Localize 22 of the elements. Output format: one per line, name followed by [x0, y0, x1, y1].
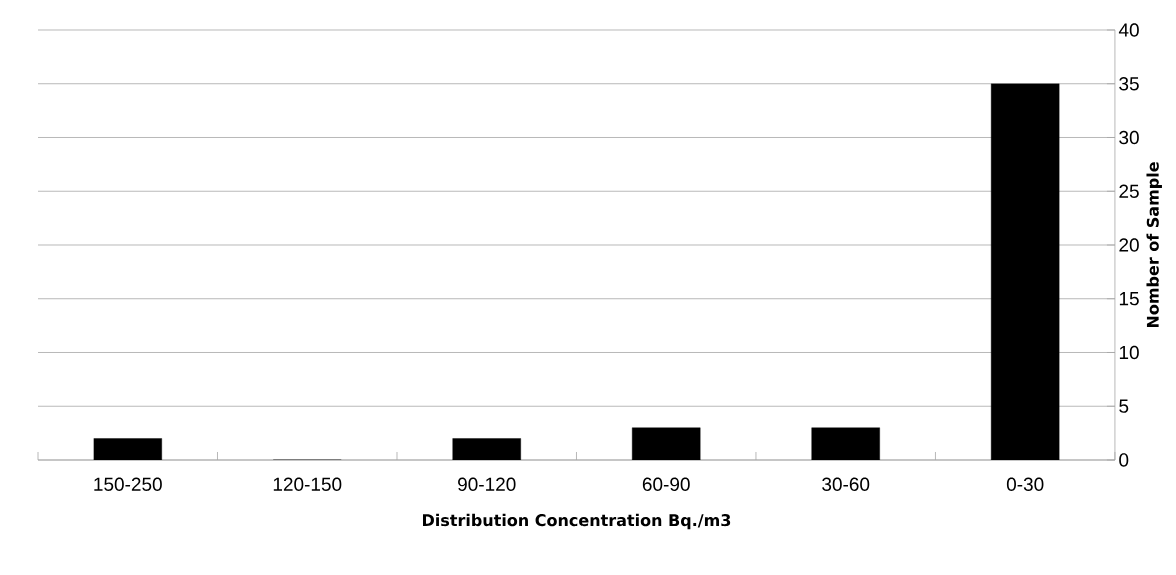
bar: [93, 438, 162, 460]
bar: [811, 427, 880, 460]
y-tick-label: 5: [1119, 399, 1129, 413]
y-tick-label: 0: [1119, 453, 1129, 467]
y-axis-title: Nomber of Sample: [1146, 162, 1162, 328]
bar: [452, 438, 521, 460]
y-tick-label: 35: [1119, 77, 1139, 91]
bar: [990, 83, 1060, 460]
y-tick-label: 25: [1119, 184, 1139, 198]
x-tick-label: 30-60: [822, 477, 870, 491]
x-tick-label: 90-120: [458, 477, 516, 491]
x-tick-label: 0-30: [1006, 477, 1044, 491]
bar: [632, 427, 701, 460]
y-tick-label: 40: [1118, 23, 1139, 37]
y-tick-label: 30: [1119, 130, 1139, 145]
x-tick-label: 120-150: [273, 477, 342, 491]
y-tick-label: 15: [1119, 292, 1139, 306]
y-tick-label: 10: [1119, 345, 1139, 360]
x-axis-title: Distribution Concentration Bq./m3: [423, 513, 731, 530]
y-tick-label: 20: [1119, 238, 1139, 252]
x-tick-label: 60-90: [642, 477, 690, 491]
x-tick-label: 150-250: [94, 477, 162, 491]
